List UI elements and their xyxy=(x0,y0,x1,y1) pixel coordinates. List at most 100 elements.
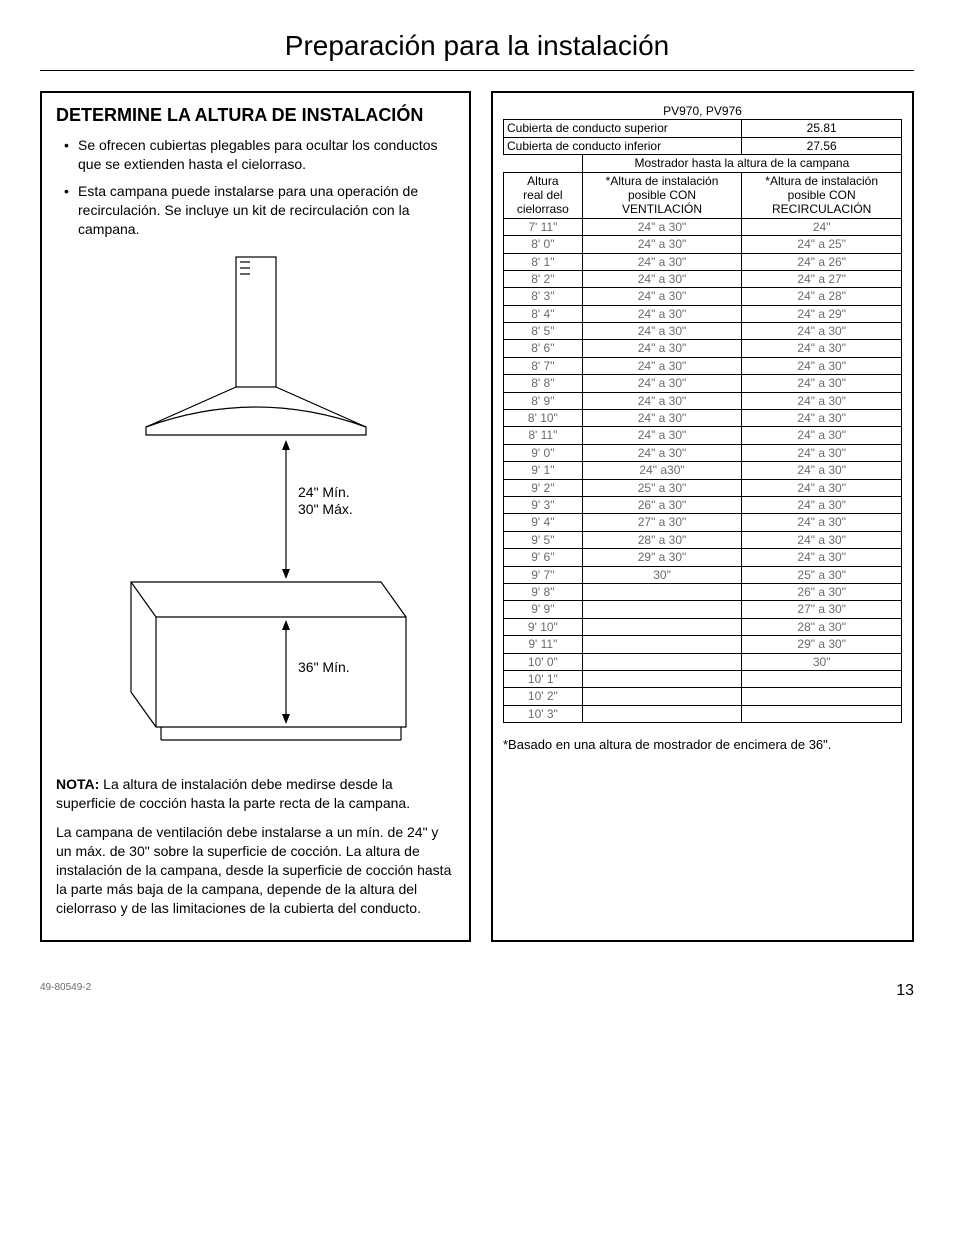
ceiling-height-cell: 9' 5" xyxy=(504,531,583,548)
recirc-cell: 24" a 30" xyxy=(742,427,902,444)
table-row: 9' 9" 27" a 30" xyxy=(504,601,902,618)
table-row: 8' 7"24" a 30"24" a 30" xyxy=(504,357,902,374)
vent-cell: 24" a 30" xyxy=(582,323,742,340)
model-cell: PV970, PV976 xyxy=(504,103,902,120)
recirc-cell: 24" a 29" xyxy=(742,305,902,322)
vent-cell: 24" a 30" xyxy=(582,357,742,374)
vent-cell xyxy=(582,705,742,722)
vent-cell: 30" xyxy=(582,566,742,583)
hood-diagram: 24" Mín. 30" Máx. 36" Mín. xyxy=(56,252,455,755)
content-columns: DETERMINE LA ALTURA DE INSTALACIÓN Se of… xyxy=(40,91,914,942)
ceiling-height-cell: 9' 11" xyxy=(504,636,583,653)
ceiling-height-cell: 8' 5" xyxy=(504,323,583,340)
vent-cell: 24" a 30" xyxy=(582,288,742,305)
ceiling-height-cell: 8' 7" xyxy=(504,357,583,374)
table-footnote: *Basado en una altura de mostrador de en… xyxy=(503,737,902,752)
right-panel: PV970, PV976 Cubierta de conducto superi… xyxy=(491,91,914,942)
page-title: Preparación para la instalación xyxy=(40,30,914,71)
recirc-cell: 24" a 30" xyxy=(742,496,902,513)
vent-cell: 29" a 30" xyxy=(582,549,742,566)
ceiling-height-cell: 8' 6" xyxy=(504,340,583,357)
vent-cell: 24" a 30" xyxy=(582,236,742,253)
recirc-cell: 28" a 30" xyxy=(742,618,902,635)
col2-header: *Altura de instalaciónposible CONVENTILA… xyxy=(582,172,742,218)
ceiling-height-cell: 8' 3" xyxy=(504,288,583,305)
doc-number: 49-80549-2 xyxy=(40,982,91,1000)
vent-cell xyxy=(582,653,742,670)
table-row: 9' 0"24" a 30"24" a 30" xyxy=(504,444,902,461)
ceiling-height-cell: 10' 2" xyxy=(504,688,583,705)
vent-cell: 24" a 30" xyxy=(582,253,742,270)
bullet-list: Se ofrecen cubiertas plegables para ocul… xyxy=(56,136,455,238)
ceiling-height-cell: 9' 1" xyxy=(504,462,583,479)
vent-cell: 28" a 30" xyxy=(582,531,742,548)
recirc-cell: 24" a 30" xyxy=(742,340,902,357)
vent-cell: 24" a 30" xyxy=(582,375,742,392)
ceiling-height-cell: 9' 7" xyxy=(504,566,583,583)
table-row: 8' 2"24" a 30"24" a 27" xyxy=(504,270,902,287)
recirc-cell: 24" a 25" xyxy=(742,236,902,253)
vent-cell: 24" a 30" xyxy=(582,218,742,235)
vent-cell: 24" a 30" xyxy=(582,444,742,461)
hood-diagram-svg: 24" Mín. 30" Máx. 36" Mín. xyxy=(86,252,426,752)
ceiling-height-cell: 8' 10" xyxy=(504,410,583,427)
ceiling-height-cell: 7' 11" xyxy=(504,218,583,235)
table-row: 9' 6"29" a 30"24" a 30" xyxy=(504,549,902,566)
lower-duct-value: 27.56 xyxy=(742,137,902,154)
ceiling-height-cell: 10' 1" xyxy=(504,670,583,687)
table-row: 9' 11"29" a 30" xyxy=(504,636,902,653)
ceiling-height-cell: 8' 11" xyxy=(504,427,583,444)
recirc-cell xyxy=(742,670,902,687)
ceiling-height-cell: 9' 4" xyxy=(504,514,583,531)
diagram-label: 24" Mín. xyxy=(298,484,350,500)
body-paragraph: La campana de ventilación debe instalars… xyxy=(56,823,455,917)
ceiling-height-cell: 8' 1" xyxy=(504,253,583,270)
left-panel: DETERMINE LA ALTURA DE INSTALACIÓN Se of… xyxy=(40,91,471,942)
table-row: 9' 1"24" a30"24" a 30" xyxy=(504,462,902,479)
vent-cell xyxy=(582,688,742,705)
bullet-item: Esta campana puede instalarse para una o… xyxy=(68,182,455,239)
recirc-cell: 24" a 30" xyxy=(742,531,902,548)
recirc-cell: 24" a 30" xyxy=(742,357,902,374)
note-text: La altura de instalación debe medirse de… xyxy=(56,776,410,811)
ceiling-height-cell: 9' 2" xyxy=(504,479,583,496)
ceiling-height-cell: 9' 9" xyxy=(504,601,583,618)
ceiling-height-cell: 9' 0" xyxy=(504,444,583,461)
table-row: 8' 9"24" a 30"24" a 30" xyxy=(504,392,902,409)
table-row: 8' 11"24" a 30"24" a 30" xyxy=(504,427,902,444)
table-row: 9' 7"30"25" a 30" xyxy=(504,566,902,583)
recirc-cell: 24" a 30" xyxy=(742,392,902,409)
recirc-cell: 24" a 30" xyxy=(742,549,902,566)
table-row: 10' 1" xyxy=(504,670,902,687)
table-row: 8' 0"24" a 30"24" a 25" xyxy=(504,236,902,253)
recirc-cell: 30" xyxy=(742,653,902,670)
recirc-cell xyxy=(742,705,902,722)
ceiling-height-cell: 9' 10" xyxy=(504,618,583,635)
table-row: 8' 4"24" a 30"24" a 29" xyxy=(504,305,902,322)
upper-duct-value: 25.81 xyxy=(742,120,902,137)
vent-cell: 24" a 30" xyxy=(582,305,742,322)
vent-cell: 24" a 30" xyxy=(582,392,742,409)
vent-cell: 26" a 30" xyxy=(582,496,742,513)
table-row: 10' 3" xyxy=(504,705,902,722)
vent-cell: 24" a30" xyxy=(582,462,742,479)
ceiling-height-cell: 10' 0" xyxy=(504,653,583,670)
table-row: 10' 2" xyxy=(504,688,902,705)
vent-cell xyxy=(582,601,742,618)
note-label: NOTA: xyxy=(56,776,99,792)
recirc-cell: 24" a 30" xyxy=(742,375,902,392)
ceiling-height-cell: 9' 3" xyxy=(504,496,583,513)
ceiling-height-cell: 9' 6" xyxy=(504,549,583,566)
table-row: 9' 3"26" a 30"24" a 30" xyxy=(504,496,902,513)
height-table: PV970, PV976 Cubierta de conducto superi… xyxy=(503,103,902,723)
page-number: 13 xyxy=(896,982,914,1000)
table-row: 9' 4"27" a 30"24" a 30" xyxy=(504,514,902,531)
recirc-cell: 24" a 30" xyxy=(742,410,902,427)
table-row: 9' 2"25" a 30"24" a 30" xyxy=(504,479,902,496)
vent-cell: 24" a 30" xyxy=(582,340,742,357)
recirc-cell: 27" a 30" xyxy=(742,601,902,618)
span-header: Mostrador hasta la altura de la campana xyxy=(582,155,901,172)
recirc-cell: 24" a 30" xyxy=(742,462,902,479)
diagram-label: 36" Mín. xyxy=(298,659,350,675)
vent-cell: 27" a 30" xyxy=(582,514,742,531)
